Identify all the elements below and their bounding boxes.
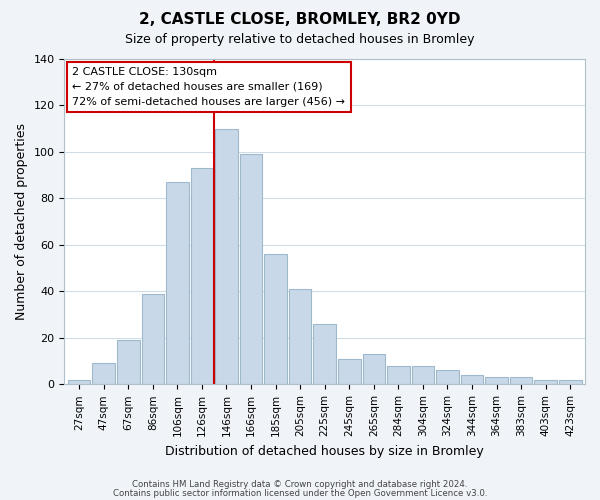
Bar xyxy=(485,378,508,384)
Bar xyxy=(117,340,140,384)
Bar xyxy=(510,378,532,384)
Text: Size of property relative to detached houses in Bromley: Size of property relative to detached ho… xyxy=(125,32,475,46)
Bar xyxy=(313,324,336,384)
Bar xyxy=(264,254,287,384)
Bar xyxy=(142,294,164,384)
Bar xyxy=(240,154,262,384)
Bar xyxy=(362,354,385,384)
Bar xyxy=(215,128,238,384)
Bar xyxy=(166,182,188,384)
Bar xyxy=(338,359,361,384)
Bar xyxy=(191,168,213,384)
Bar xyxy=(68,380,91,384)
Bar xyxy=(92,364,115,384)
Text: 2 CASTLE CLOSE: 130sqm
← 27% of detached houses are smaller (169)
72% of semi-de: 2 CASTLE CLOSE: 130sqm ← 27% of detached… xyxy=(72,67,345,106)
X-axis label: Distribution of detached houses by size in Bromley: Distribution of detached houses by size … xyxy=(166,444,484,458)
Text: Contains public sector information licensed under the Open Government Licence v3: Contains public sector information licen… xyxy=(113,488,487,498)
Text: 2, CASTLE CLOSE, BROMLEY, BR2 0YD: 2, CASTLE CLOSE, BROMLEY, BR2 0YD xyxy=(139,12,461,28)
Y-axis label: Number of detached properties: Number of detached properties xyxy=(15,123,28,320)
Bar xyxy=(535,380,557,384)
Bar xyxy=(461,375,484,384)
Bar xyxy=(289,289,311,384)
Bar xyxy=(436,370,459,384)
Text: Contains HM Land Registry data © Crown copyright and database right 2024.: Contains HM Land Registry data © Crown c… xyxy=(132,480,468,489)
Bar xyxy=(387,366,410,384)
Bar xyxy=(559,380,581,384)
Bar xyxy=(412,366,434,384)
